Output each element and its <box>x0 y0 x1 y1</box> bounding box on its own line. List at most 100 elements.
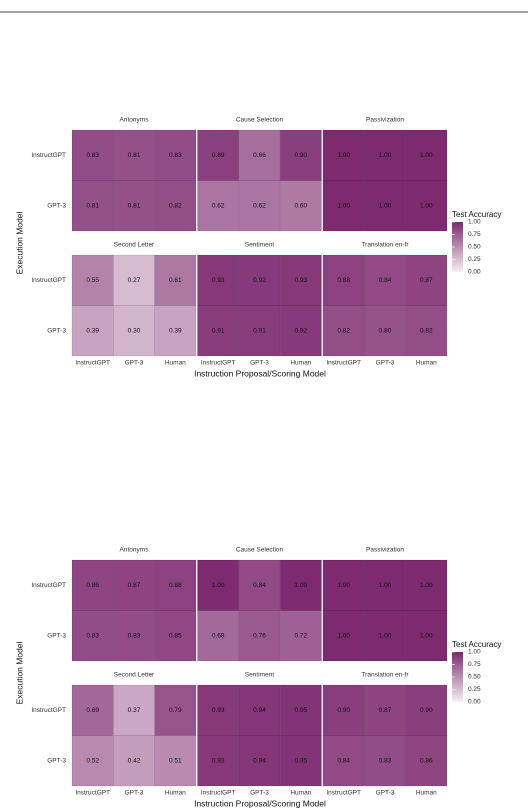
x-axis-title: Instruction Proposal/Scoring Model <box>194 368 326 378</box>
heat-cell <box>238 180 281 232</box>
cell-label: 0.83 <box>86 152 99 159</box>
y-tick-label: InstructGPT <box>31 152 66 159</box>
heat-cell <box>279 735 322 787</box>
x-tick-label: InstructGPT <box>75 360 110 367</box>
cell-label: 1.00 <box>379 152 392 159</box>
cell-label: 0.39 <box>86 327 99 334</box>
y-tick-label: InstructGPT <box>31 277 66 284</box>
colorbar <box>452 652 463 702</box>
cell-label: 0.86 <box>86 582 99 589</box>
facet-title: Translation en-fr <box>361 242 409 249</box>
cell-label: 1.00 <box>379 632 392 639</box>
heat-cell <box>113 610 155 662</box>
legend-tick-label: 0.00 <box>468 269 481 276</box>
heat-cell <box>113 684 155 736</box>
facet-title: Sentiment <box>245 672 274 679</box>
x-tick-label: GPT-3 <box>250 360 269 367</box>
heat-cell <box>154 305 197 357</box>
cell-label: 0.84 <box>253 582 266 589</box>
legend-tick-label: 1.00 <box>468 219 481 226</box>
heat-cell <box>154 735 197 787</box>
heat-cell <box>197 305 240 357</box>
facet-title: Sentiment <box>245 242 274 249</box>
cell-label: 0.81 <box>128 202 141 209</box>
heat-cell <box>154 610 197 662</box>
y-axis-title: Execution Model <box>14 641 24 704</box>
heat-cell <box>279 254 322 306</box>
cell-label: 0.61 <box>169 277 182 284</box>
heat-cell <box>364 735 406 787</box>
cell-label: 0.79 <box>169 707 182 714</box>
legend-tick-label: 0.75 <box>468 231 481 238</box>
heat-cell <box>405 254 448 306</box>
heat-cell <box>71 559 114 611</box>
colorbar <box>452 222 463 272</box>
cell-label: 0.90 <box>420 707 433 714</box>
x-tick-label: InstructGPT <box>201 790 236 797</box>
heat-cell <box>322 254 365 306</box>
facet-title: Second Letter <box>114 242 155 249</box>
heat-cell <box>364 254 406 306</box>
cell-label: 0.86 <box>420 757 433 764</box>
cell-label: 0.82 <box>337 327 350 334</box>
x-tick-label: InstructGPT <box>75 790 110 797</box>
heat-cell <box>279 684 322 736</box>
cell-label: 0.81 <box>86 202 99 209</box>
heat-cell <box>405 559 448 611</box>
heat-cell <box>197 684 240 736</box>
cell-label: 0.66 <box>253 152 266 159</box>
cell-label: 0.62 <box>253 202 266 209</box>
facet-title: Second Letter <box>114 672 155 679</box>
heat-cell <box>364 559 406 611</box>
legend-tick-label: 0.25 <box>468 686 481 693</box>
cell-label: 0.92 <box>295 327 308 334</box>
y-tick-label: GPT-3 <box>47 632 66 639</box>
x-tick-label: GPT-3 <box>376 360 395 367</box>
heat-cell <box>322 610 365 662</box>
cell-label: 0.55 <box>86 277 99 284</box>
heat-cell <box>71 305 114 357</box>
x-tick-label: Human <box>416 790 437 797</box>
y-tick-label: GPT-3 <box>47 757 66 764</box>
cell-label: 1.00 <box>295 582 308 589</box>
legend-tick-label: 1.00 <box>468 649 481 656</box>
heat-cell <box>364 129 406 181</box>
facet-title: Cause Selection <box>236 117 284 124</box>
cell-label: 1.00 <box>337 202 350 209</box>
cell-label: 0.52 <box>86 757 99 764</box>
cell-label: 0.89 <box>212 152 225 159</box>
heat-cell <box>113 305 155 357</box>
cell-label: 1.00 <box>212 582 225 589</box>
cell-label: 0.83 <box>379 757 392 764</box>
heat-cell <box>405 305 448 357</box>
x-tick-label: Human <box>290 360 311 367</box>
cell-label: 0.91 <box>212 327 225 334</box>
cell-label: 0.87 <box>420 277 433 284</box>
cell-label: 0.60 <box>295 202 308 209</box>
legend-tick-label: 0.25 <box>468 256 481 263</box>
cell-label: 0.93 <box>295 277 308 284</box>
cell-label: 0.95 <box>295 757 308 764</box>
cell-label: 0.82 <box>420 327 433 334</box>
y-axis-title: Execution Model <box>14 211 24 274</box>
heat-cell <box>364 610 406 662</box>
cell-label: 0.88 <box>169 582 182 589</box>
heat-cell <box>405 735 448 787</box>
cell-label: 0.84 <box>379 277 392 284</box>
cell-label: 0.93 <box>212 707 225 714</box>
cell-label: 0.84 <box>337 757 350 764</box>
cell-label: 1.00 <box>337 632 350 639</box>
cell-label: 0.91 <box>253 327 266 334</box>
cell-label: 0.90 <box>337 707 350 714</box>
heat-cell <box>322 180 365 232</box>
cell-label: 0.93 <box>212 757 225 764</box>
cell-label: 1.00 <box>379 202 392 209</box>
cell-label: 0.72 <box>295 632 308 639</box>
cell-label: 0.81 <box>128 152 141 159</box>
heat-cell <box>364 180 406 232</box>
facet-title: Antonyms <box>120 117 150 124</box>
facet-title: Passivization <box>366 117 404 124</box>
heat-cell <box>279 610 322 662</box>
legend-tick-label: 0.50 <box>468 244 481 251</box>
